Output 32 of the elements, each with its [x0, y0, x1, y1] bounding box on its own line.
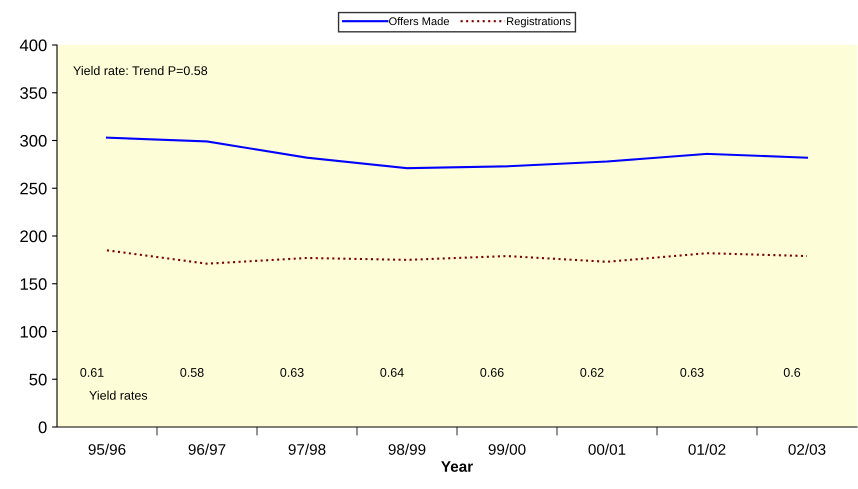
line-series: [106, 136, 808, 170]
x-tick-label: 02/03: [788, 444, 826, 455]
annotation: 0.64: [380, 368, 404, 377]
y-tick-label: 200: [20, 230, 47, 242]
annotation: 0.58: [180, 368, 204, 377]
y-tick-label: 100: [20, 326, 47, 338]
x-axis-title: Year: [441, 461, 473, 472]
y-tick-label: 50: [29, 374, 47, 386]
annotation: Yield rate: Trend P=0.58: [73, 66, 208, 76]
annotation: 0.63: [680, 368, 704, 377]
x-tick-label: 00/01: [588, 444, 626, 455]
annotation: Yield rates: [89, 390, 148, 400]
line-series: [106, 249, 808, 265]
x-tick-label: 01/02: [688, 444, 726, 455]
x-tick-label: 96/97: [188, 444, 226, 455]
x-tick-label: 95/96: [88, 444, 126, 455]
x-tick-label: 99/00: [488, 444, 526, 455]
annotation: 0.6: [784, 368, 800, 377]
y-tick-label: 150: [20, 278, 47, 290]
annotation: 0.61: [80, 368, 104, 377]
y-tick-label: 400: [20, 39, 47, 52]
legend-label: Registrations: [507, 17, 571, 28]
annotation: 0.66: [480, 368, 504, 377]
legend-label: Offers Made: [389, 17, 449, 26]
y-tick-label: 0: [38, 421, 47, 434]
x-tick-label: 97/98: [288, 444, 326, 455]
y-tick-label: 350: [20, 87, 47, 99]
annotation: 0.63: [280, 368, 304, 377]
x-tick-label: 98/99: [388, 444, 426, 455]
annotation: 0.62: [580, 368, 604, 377]
y-tick-label: 300: [20, 134, 47, 147]
y-tick-label: 250: [20, 182, 47, 194]
